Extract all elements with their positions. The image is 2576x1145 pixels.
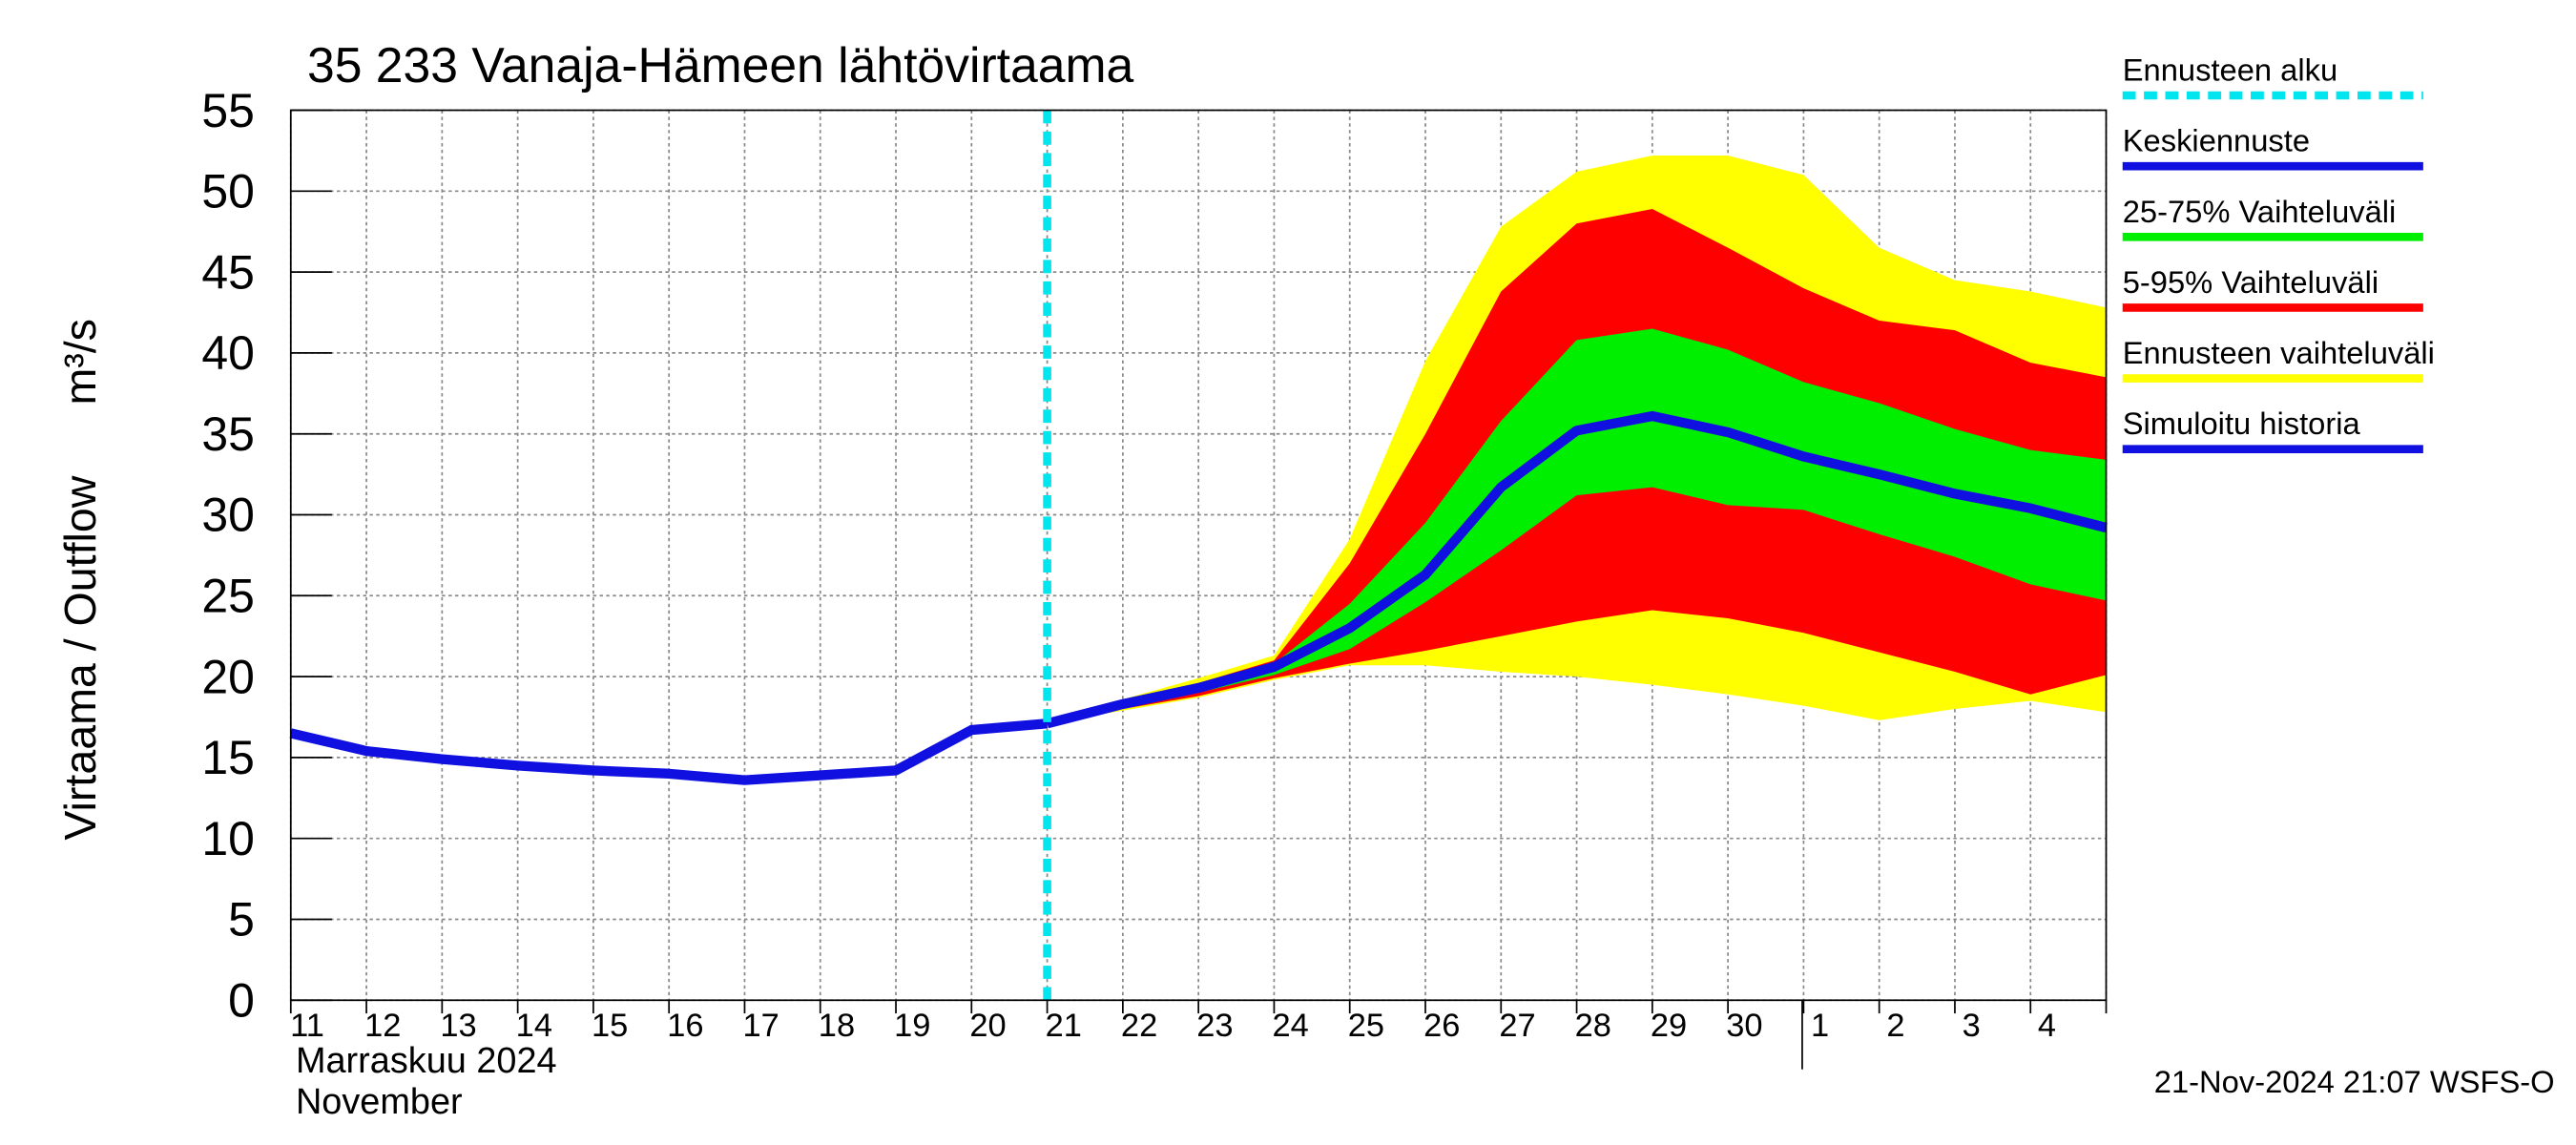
legend-label: Ennusteen vaihteluväli <box>2123 335 2435 370</box>
y-tick-label: 35 <box>201 407 255 461</box>
x-tick-label: 29 <box>1651 1008 1687 1044</box>
x-tick-label: 12 <box>364 1008 401 1044</box>
x-tick-label: 22 <box>1121 1008 1157 1044</box>
line <box>1046 410 2108 729</box>
x-tick-label: 15 <box>592 1008 628 1044</box>
y-tick-label: 40 <box>201 326 255 380</box>
legend-label: Keskiennuste <box>2123 123 2310 158</box>
line <box>289 718 1049 785</box>
x-tick-label: 2 <box>1886 1008 1904 1044</box>
x-tick-label: 13 <box>440 1008 476 1044</box>
y-tick-label: 50 <box>201 165 255 219</box>
x-tick-label: 14 <box>516 1008 552 1044</box>
y-tick-label: 20 <box>201 650 255 703</box>
x-tick-label: 17 <box>743 1008 779 1044</box>
x-axis-label: November <box>296 1082 463 1122</box>
y-tick-label: 25 <box>201 570 255 623</box>
x-tick-label: 24 <box>1273 1008 1309 1044</box>
y-tick-label: 10 <box>201 812 255 865</box>
legend-label: 25-75% Vaihteluväli <box>2123 194 2397 229</box>
x-tick-label: 3 <box>1963 1008 1981 1044</box>
x-tick-label: 20 <box>969 1008 1006 1044</box>
x-tick-label: 21 <box>1046 1008 1082 1044</box>
x-tick-label: 1 <box>1811 1008 1829 1044</box>
x-tick-label: 18 <box>819 1008 855 1044</box>
y-axis-unit: m³/s <box>55 319 105 405</box>
x-tick-label: 23 <box>1196 1008 1233 1044</box>
legend-label: Ennusteen alku <box>2123 52 2337 87</box>
x-tick-label: 26 <box>1423 1008 1460 1044</box>
band <box>1047 328 2107 724</box>
x-tick-label: 16 <box>667 1008 703 1044</box>
x-tick-label: 11 <box>290 1008 324 1044</box>
y-tick-label: 5 <box>228 893 255 947</box>
x-tick-label: 25 <box>1348 1008 1384 1044</box>
y-tick-label: 15 <box>201 731 255 784</box>
x-axis-label: Marraskuu 2024 <box>296 1041 557 1081</box>
y-tick-label: 45 <box>201 245 255 299</box>
x-tick-label: 28 <box>1575 1008 1611 1044</box>
chart-title: 35 233 Vanaja-Hämeen lähtövirtaama <box>307 37 1133 93</box>
y-axis-label: Virtaama / Outflow <box>55 475 105 840</box>
legend-label: Simuloitu historia <box>2123 406 2361 441</box>
footer: 21-Nov-2024 21:07 WSFS-O <box>2154 1064 2555 1099</box>
y-tick-label: 0 <box>228 973 255 1027</box>
y-tick-label: 30 <box>201 489 255 542</box>
x-tick-label: 27 <box>1499 1008 1535 1044</box>
legend-label: 5-95% Vaihteluväli <box>2123 264 2379 300</box>
x-tick-label: 30 <box>1726 1008 1762 1044</box>
x-tick-label: 19 <box>894 1008 930 1044</box>
plot-frame <box>289 109 2108 1002</box>
x-tick-label: 4 <box>2038 1008 2056 1044</box>
y-tick-label: 55 <box>201 84 255 137</box>
